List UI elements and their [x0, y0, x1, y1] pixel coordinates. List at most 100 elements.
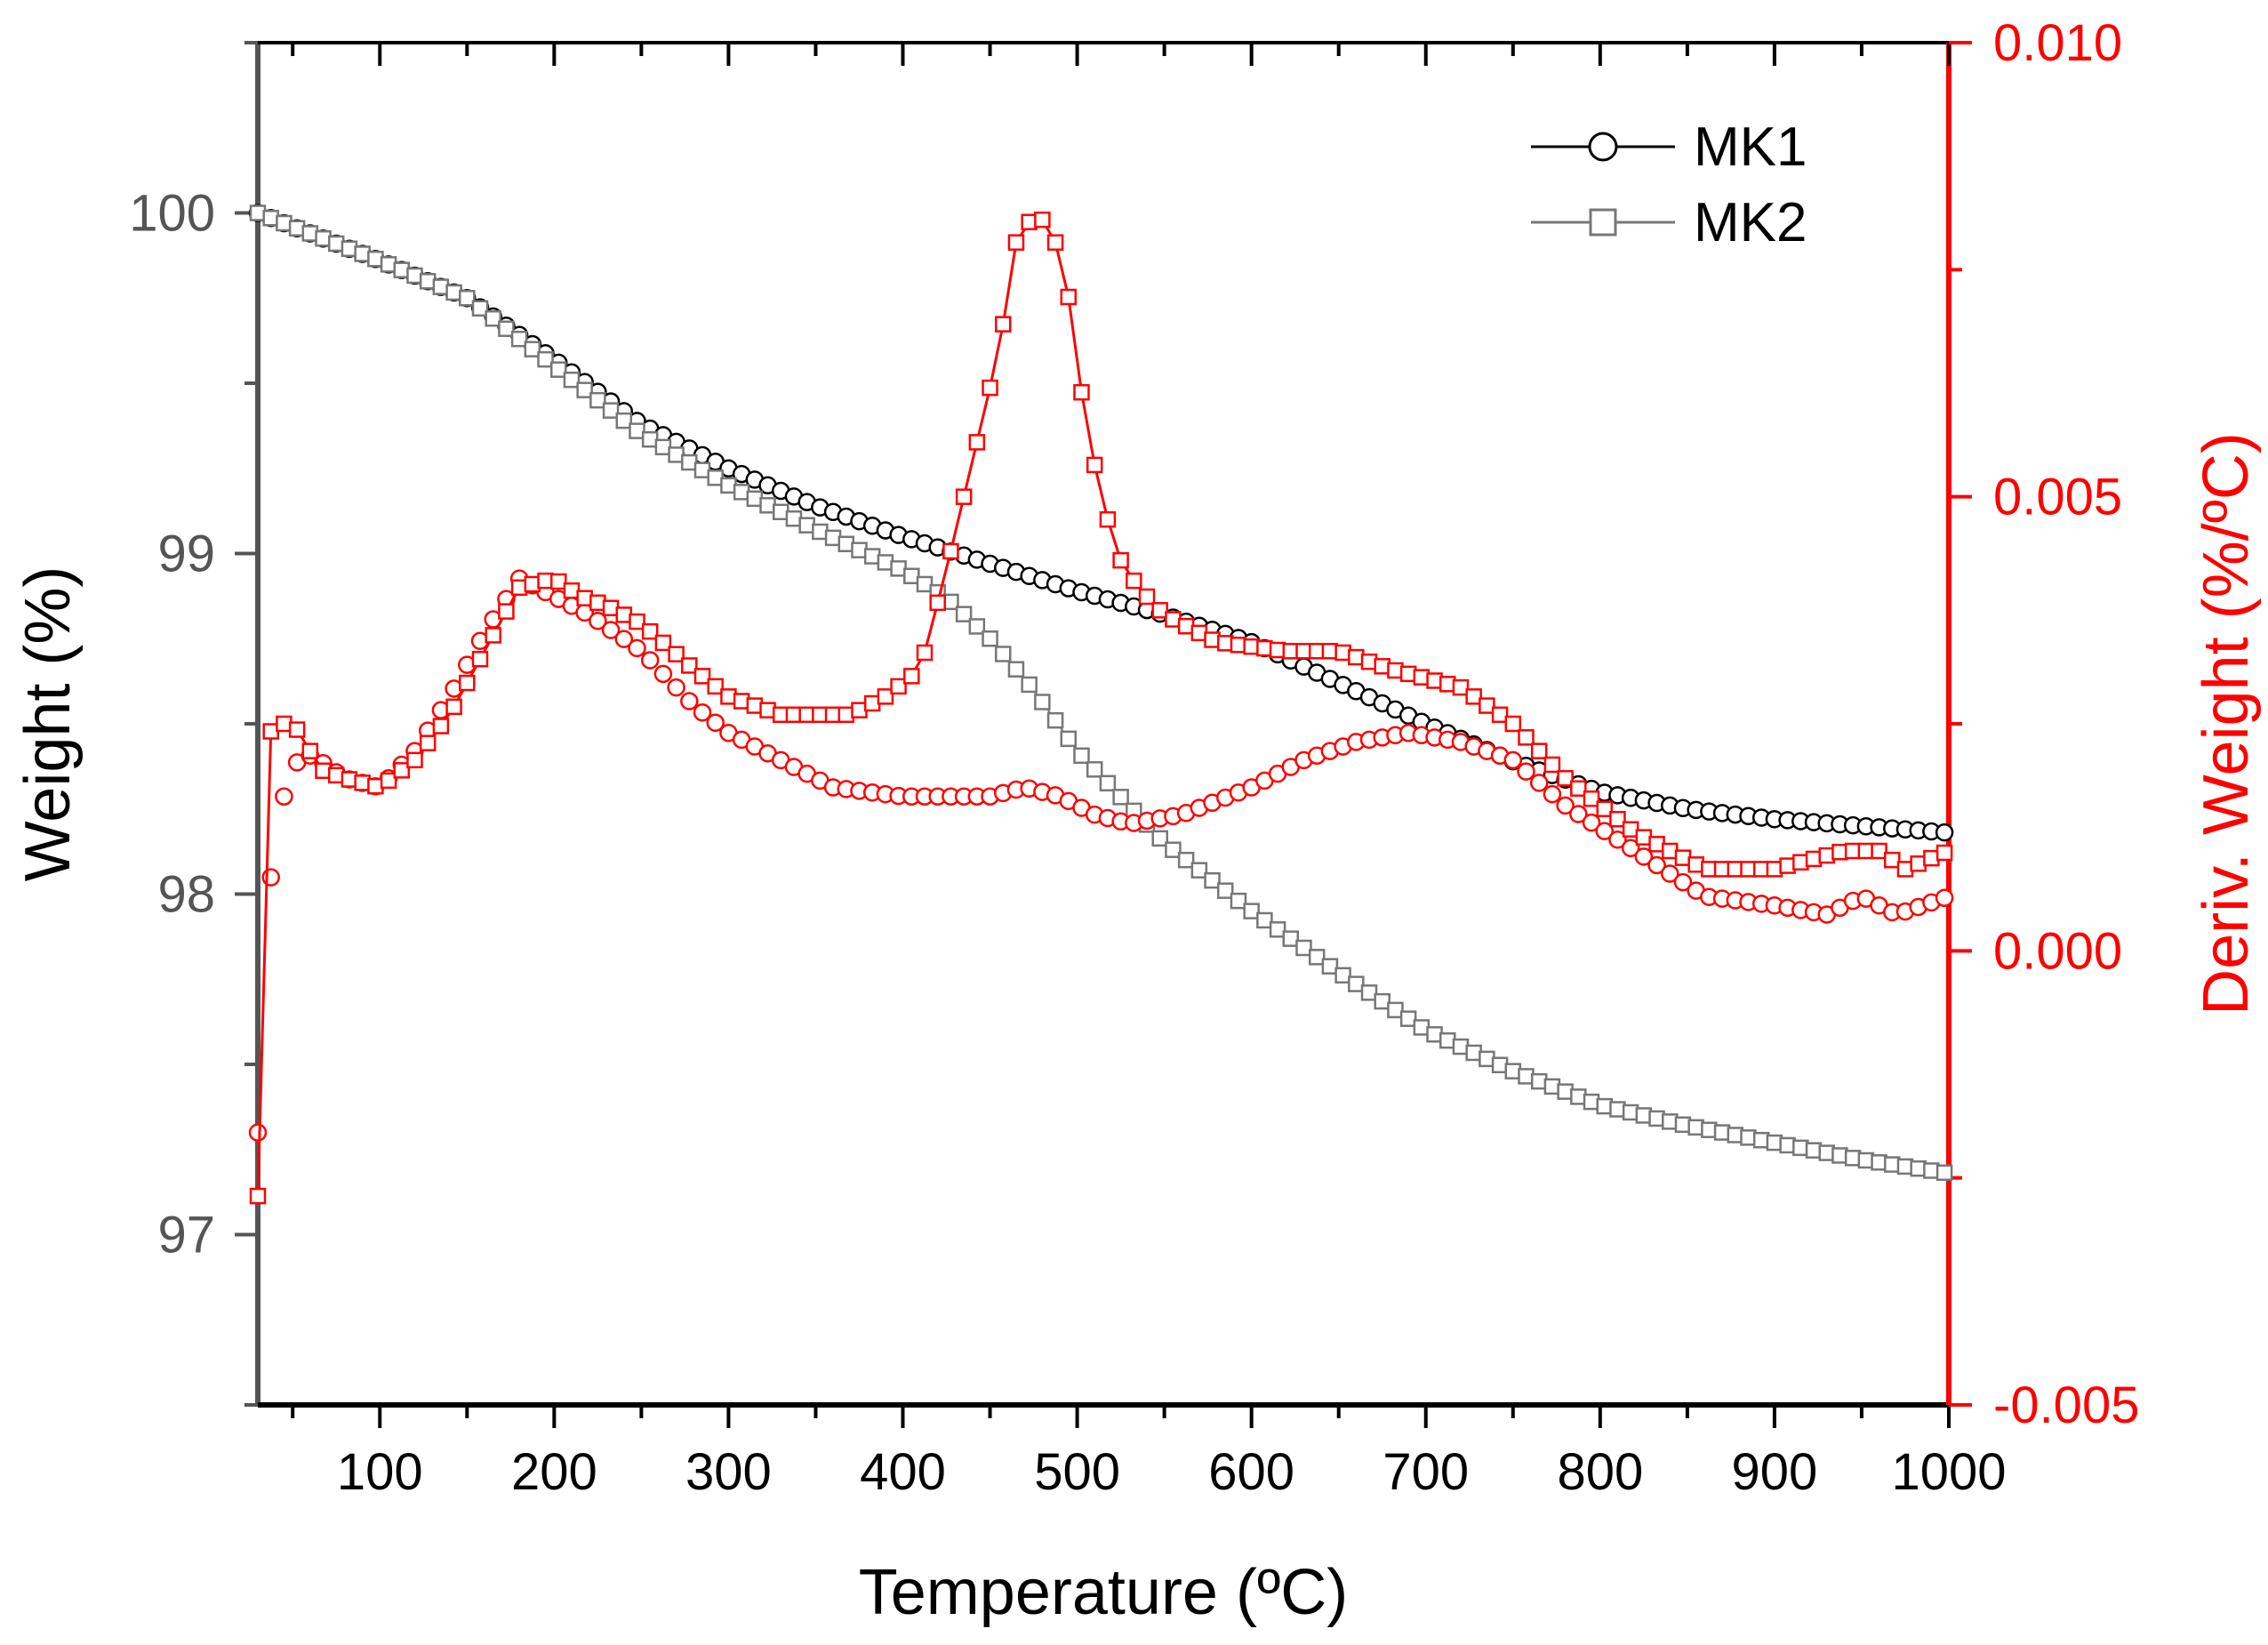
data-point-square	[1871, 842, 1887, 860]
data-point-circle	[601, 621, 621, 639]
data-point-square	[1596, 800, 1613, 817]
data-point-circle	[653, 664, 673, 684]
data-point-square	[485, 627, 501, 644]
data-point-circle	[1517, 762, 1535, 781]
data-point-circle	[589, 611, 607, 630]
data-point-square	[1269, 921, 1286, 938]
data-point-square	[615, 412, 633, 429]
data-point-circle	[667, 678, 685, 697]
data-point-square	[1334, 967, 1351, 984]
data-point-square	[393, 762, 411, 779]
data-point-square	[1073, 747, 1090, 765]
data-point-square	[1060, 288, 1078, 306]
data-point-square	[955, 488, 973, 505]
data-point-circle	[1661, 864, 1679, 883]
legend-square-marker	[1589, 208, 1617, 237]
data-point-circle	[1595, 822, 1614, 840]
y-left-tick-label: 99	[157, 526, 215, 583]
data-point-square	[1348, 975, 1365, 992]
data-point-square	[1518, 729, 1535, 746]
data-point-square	[995, 316, 1012, 333]
data-point-square	[471, 300, 489, 317]
data-point-square	[1217, 882, 1234, 899]
data-point-square	[419, 734, 437, 751]
data-point-circle	[1647, 855, 1666, 875]
data-point-square	[1570, 780, 1587, 798]
axis-ticks: 100 200 300 400 500 600 700 800 900 1000 97 98 99 100…	[129, 14, 2139, 1501]
data-point-square	[459, 674, 476, 692]
y-right-tick-label: 0.005	[1993, 469, 2122, 526]
data-point-square	[549, 573, 567, 590]
data-point-square	[1099, 774, 1117, 792]
data-point-square	[576, 381, 593, 398]
data-point-square	[1099, 510, 1117, 528]
data-point-square	[877, 688, 894, 705]
x-tick-label: 400	[860, 1443, 946, 1501]
data-point-square	[1360, 984, 1378, 1001]
data-point-square	[942, 542, 959, 560]
data-point-square	[1479, 697, 1495, 714]
y-left-tick-label: 97	[157, 1207, 215, 1264]
data-point-square	[693, 668, 711, 685]
data-point-square	[1583, 790, 1600, 807]
data-point-square	[1190, 862, 1208, 879]
data-point-square	[707, 678, 724, 695]
data-point-circle	[1582, 813, 1601, 832]
data-point-circle	[640, 651, 660, 670]
data-point-square	[1086, 761, 1103, 778]
series-mk2-deriv-weight	[249, 211, 1953, 1205]
data-point-square	[1060, 730, 1078, 748]
legend-label-mk1: MK1	[1694, 116, 1807, 178]
data-point-square	[485, 309, 501, 327]
data-point-square	[563, 371, 581, 389]
data-point-square	[1935, 844, 1953, 862]
data-point-square	[982, 379, 998, 397]
data-point-circle	[1935, 888, 1954, 908]
data-point-square	[1282, 930, 1300, 947]
series-mk2-weight	[249, 205, 1953, 1182]
data-point-square	[1243, 903, 1260, 919]
x-tick-label: 500	[1034, 1443, 1120, 1501]
series-line	[256, 218, 1945, 1197]
data-point-circle	[1621, 839, 1640, 858]
y-left-tick-label: 98	[157, 866, 215, 924]
data-point-circle	[1543, 784, 1562, 804]
legend: MK1 MK2	[1531, 116, 1807, 253]
data-point-square	[524, 341, 541, 357]
data-point-square	[929, 594, 946, 612]
data-point-square	[288, 721, 306, 738]
legend-circle-marker	[1588, 132, 1618, 162]
x-tick-label: 700	[1382, 1443, 1469, 1501]
data-point-square	[249, 1187, 267, 1205]
data-point-square	[1046, 711, 1064, 729]
data-point-circle	[1503, 750, 1523, 770]
x-tick-label: 1000	[1891, 1443, 2006, 1501]
data-point-square	[1126, 572, 1142, 590]
series-line	[257, 212, 1945, 1174]
data-point-square	[995, 646, 1012, 662]
data-point-circle	[628, 638, 646, 658]
data-point-circle	[1529, 774, 1549, 792]
data-point-square	[1452, 678, 1470, 696]
x-tick-label: 100	[337, 1443, 423, 1501]
data-point-circle	[1608, 830, 1627, 849]
data-marks	[248, 204, 1954, 1205]
data-point-circle	[614, 630, 634, 648]
data-point-square	[1021, 676, 1038, 694]
data-point-circle	[1935, 822, 1954, 842]
legend-item-mk1: MK1	[1531, 116, 1807, 178]
data-point-square	[1504, 715, 1522, 733]
data-point-square	[1034, 694, 1051, 710]
data-point-square	[1007, 234, 1025, 251]
data-point-square	[301, 742, 319, 759]
data-point-square	[498, 320, 515, 337]
data-point-square	[432, 718, 450, 734]
data-point-square	[1935, 1164, 1953, 1182]
data-point-square	[1177, 851, 1195, 869]
data-point-square	[471, 650, 489, 668]
legend-label-mk2: MK2	[1694, 192, 1807, 253]
data-point-square	[903, 668, 920, 685]
data-point-square	[1034, 211, 1051, 229]
data-point-square	[1230, 892, 1247, 910]
data-point-square	[406, 751, 423, 769]
